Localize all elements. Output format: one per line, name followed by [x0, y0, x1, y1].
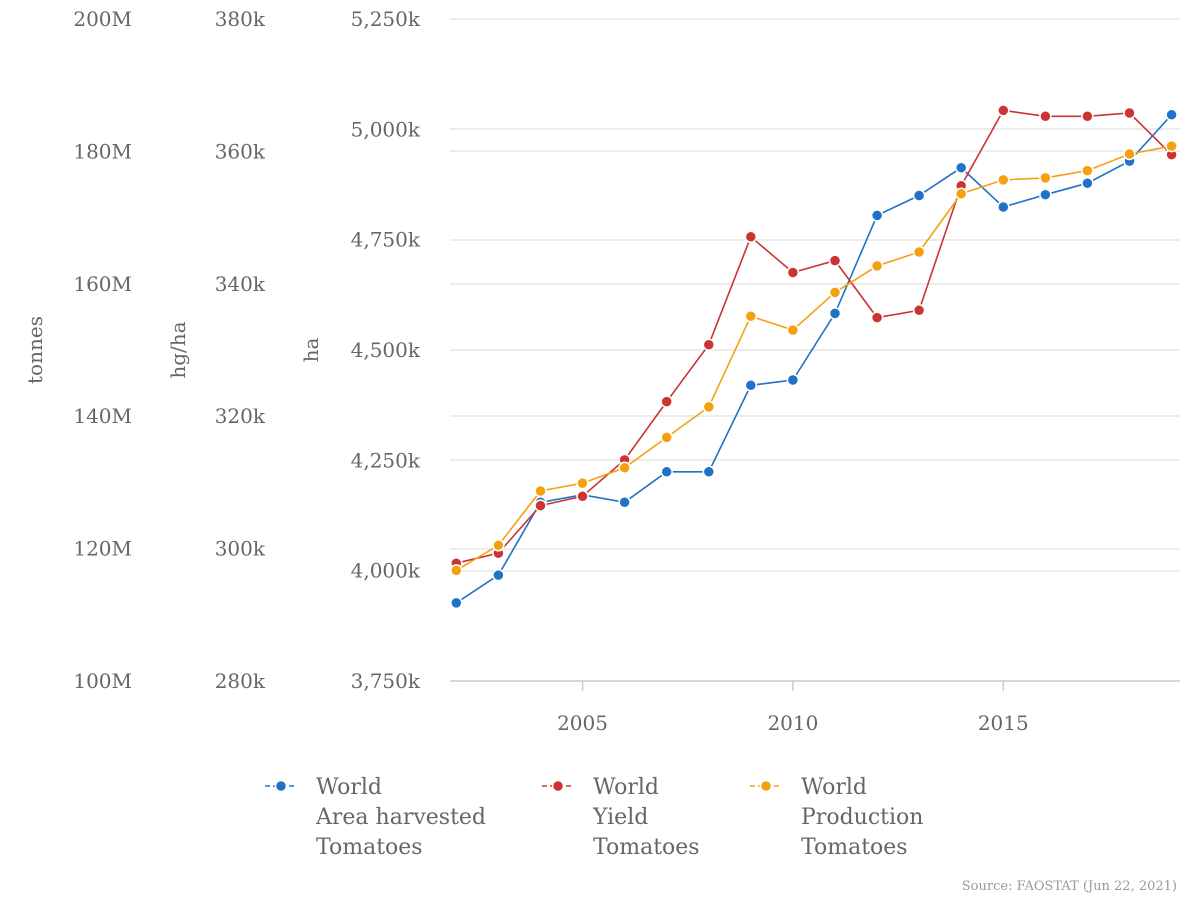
data-point[interactable] — [450, 596, 463, 610]
y-axis-title: tonnes — [23, 316, 47, 384]
data-point[interactable] — [492, 568, 505, 582]
data-point[interactable] — [912, 189, 926, 202]
legend-label: Yield — [592, 805, 648, 830]
legend-label: Tomatoes — [593, 835, 700, 860]
data-point[interactable] — [534, 484, 547, 498]
data-point[interactable] — [828, 307, 842, 320]
data-point[interactable] — [870, 311, 884, 324]
data-point[interactable] — [912, 304, 926, 317]
data-point[interactable] — [870, 209, 884, 222]
legend-label: Production — [801, 805, 923, 830]
data-point[interactable] — [1123, 147, 1136, 161]
data-point[interactable] — [1165, 108, 1178, 122]
y-axis-title: ha — [299, 338, 323, 363]
legend-item[interactable]: World Production Tomatoes — [750, 775, 923, 860]
y-tick-label-hgha: 380k — [215, 7, 266, 31]
y-tick-label-tonnes: 140M — [73, 404, 132, 428]
data-point[interactable] — [660, 431, 673, 444]
series-production — [450, 139, 1178, 577]
data-point[interactable] — [576, 490, 589, 503]
legend-label: Area harvested — [315, 805, 486, 830]
data-point[interactable] — [1039, 188, 1052, 201]
y-tick-label-ha: 4,250k — [351, 448, 421, 472]
y-tick-label-hgha: 300k — [215, 537, 266, 561]
legend-label: World — [801, 775, 867, 800]
data-point[interactable] — [576, 476, 589, 490]
legend-swatch-marker — [551, 779, 565, 793]
legend: World Area harvested Tomatoes World Yield Tom… — [265, 775, 923, 860]
legend-label: Tomatoes — [801, 835, 908, 860]
data-point[interactable] — [954, 161, 968, 174]
legend-item[interactable]: World Area harvested Tomatoes — [265, 775, 486, 860]
y-tick-label-ha: 5,250k — [351, 7, 421, 31]
data-point[interactable] — [828, 254, 842, 267]
y-tick-label-ha: 4,000k — [351, 559, 421, 583]
data-point[interactable] — [997, 200, 1010, 214]
data-point[interactable] — [534, 499, 547, 512]
data-point[interactable] — [660, 465, 673, 479]
data-point[interactable] — [1165, 139, 1178, 153]
data-point[interactable] — [702, 465, 716, 479]
data-point[interactable] — [618, 496, 631, 509]
data-point[interactable] — [744, 379, 758, 392]
data-point[interactable] — [660, 395, 673, 408]
data-point[interactable] — [1081, 110, 1094, 123]
data-point[interactable] — [744, 309, 758, 323]
data-point[interactable] — [828, 286, 842, 299]
y-tick-label-ha: 4,500k — [351, 338, 421, 362]
data-point[interactable] — [744, 230, 758, 244]
data-point[interactable] — [450, 564, 463, 577]
data-point[interactable] — [1123, 106, 1136, 120]
y-tick-label-hgha: 320k — [215, 404, 266, 428]
y-tick-label-tonnes: 100M — [73, 669, 132, 693]
grid-layer — [450, 18, 1180, 682]
data-point[interactable] — [1039, 171, 1052, 185]
data-point[interactable] — [702, 400, 716, 414]
data-point[interactable] — [1081, 176, 1094, 190]
data-point[interactable] — [786, 373, 800, 387]
y-tick-label-tonnes: 160M — [73, 272, 132, 296]
series-line — [456, 109, 1173, 564]
data-point[interactable] — [997, 104, 1010, 117]
data-point[interactable] — [1081, 164, 1094, 177]
series-layer — [450, 104, 1178, 610]
data-point[interactable] — [954, 187, 968, 201]
series-line — [455, 114, 1173, 604]
y-tick-label-hgha: 360k — [215, 139, 266, 163]
x-tick-label: 2010 — [767, 711, 818, 735]
legend-swatch-marker — [274, 779, 288, 793]
data-point[interactable] — [912, 245, 926, 259]
legend-label: World — [316, 775, 382, 800]
y-tick-label-ha: 4,750k — [351, 228, 421, 252]
legend-label: World — [593, 775, 659, 800]
y-tick-label-hgha: 280k — [215, 669, 266, 693]
y-tick-label-tonnes: 180M — [73, 139, 132, 163]
y-tick-label-ha: 5,000k — [351, 117, 421, 141]
data-point[interactable] — [786, 323, 800, 337]
data-point[interactable] — [702, 338, 716, 351]
data-point[interactable] — [1039, 110, 1052, 123]
x-tick-label: 2015 — [978, 711, 1029, 735]
series-area-harvested — [450, 108, 1178, 610]
data-point[interactable] — [618, 461, 631, 475]
legend-swatch-marker — [759, 779, 773, 793]
y-tick-label-ha: 3,750k — [351, 669, 421, 693]
data-point[interactable] — [870, 259, 884, 273]
legend-item[interactable]: World Yield Tomatoes — [542, 775, 700, 860]
source-label: Source: FAOSTAT (Jun 22, 2021) — [962, 879, 1177, 894]
y-axis-title: hg/ha — [166, 321, 190, 378]
data-point[interactable] — [492, 539, 505, 552]
y-tick-label-hgha: 340k — [215, 272, 266, 296]
axes-layer: 2005 2010 2015 200M 180M 160M 140M 120M 100M tonn… — [23, 7, 1029, 735]
data-point[interactable] — [786, 266, 800, 279]
y-tick-label-tonnes: 200M — [73, 7, 132, 31]
data-point[interactable] — [997, 173, 1010, 187]
y-tick-label-tonnes: 120M — [73, 537, 132, 561]
legend-label: Tomatoes — [316, 835, 423, 860]
x-tick-label: 2005 — [557, 711, 608, 735]
series-line — [455, 145, 1172, 572]
